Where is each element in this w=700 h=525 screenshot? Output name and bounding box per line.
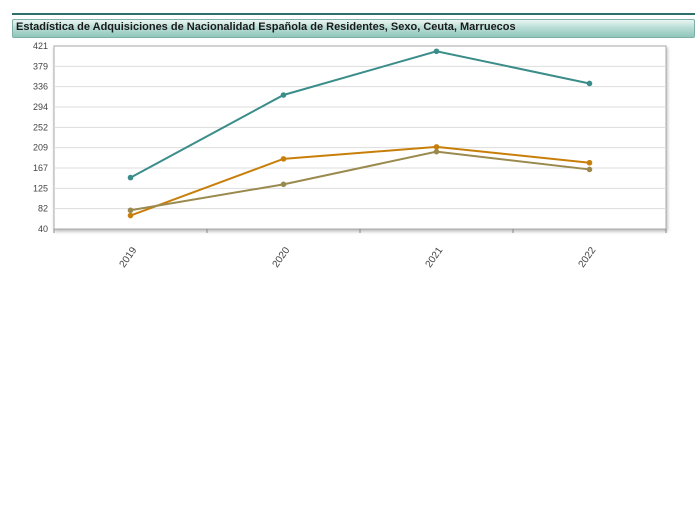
series-line: [130, 50, 590, 179]
series-3: [127, 148, 593, 214]
data-point[interactable]: [433, 144, 440, 150]
y-tick-label: 421: [33, 41, 48, 51]
x-tick-label: 2020: [271, 245, 293, 270]
data-point[interactable]: [280, 92, 287, 98]
y-axis-ticks: 421 379 336 294 252 209 167 125 82 40: [33, 41, 48, 234]
x-tick-label: 2019: [118, 245, 140, 270]
y-tick-label: 125: [33, 183, 48, 193]
data-point[interactable]: [127, 212, 134, 219]
x-tick-label: 2021: [424, 245, 446, 270]
series-2: [127, 144, 593, 219]
series-line: [130, 145, 590, 217]
y-tick-label: 294: [33, 102, 48, 112]
y-tick-label: 82: [38, 204, 48, 214]
series-group: [127, 48, 593, 219]
header-rule: [12, 13, 695, 15]
series-1: [127, 48, 593, 181]
data-point[interactable]: [586, 166, 593, 173]
y-tick-label: 336: [33, 82, 48, 92]
x-axis-ticks: 2019 2020 2021 2022: [53, 229, 667, 270]
line-chart: 421 379 336 294 252 209 167 125 82 40 2019 2020 202…: [33, 41, 667, 270]
data-point[interactable]: [433, 148, 440, 155]
x-tick-label: 2022: [577, 245, 599, 270]
data-point[interactable]: [127, 207, 134, 214]
data-point[interactable]: [280, 181, 287, 188]
y-tick-label: 40: [38, 224, 48, 234]
y-tick-label: 252: [33, 122, 48, 132]
plot-area: [53, 45, 667, 230]
page-title: Estadística de Adquisiciones de Nacional…: [16, 21, 516, 33]
title-bar: Estadística de Adquisiciones de Nacional…: [12, 19, 695, 38]
data-point[interactable]: [280, 156, 287, 162]
data-point[interactable]: [127, 174, 134, 181]
data-point[interactable]: [586, 80, 593, 87]
data-point[interactable]: [586, 159, 593, 166]
y-tick-label: 167: [33, 163, 48, 173]
y-tick-label: 379: [33, 61, 48, 71]
data-point[interactable]: [433, 48, 440, 55]
series-line: [130, 150, 590, 212]
y-tick-label: 209: [33, 143, 48, 153]
